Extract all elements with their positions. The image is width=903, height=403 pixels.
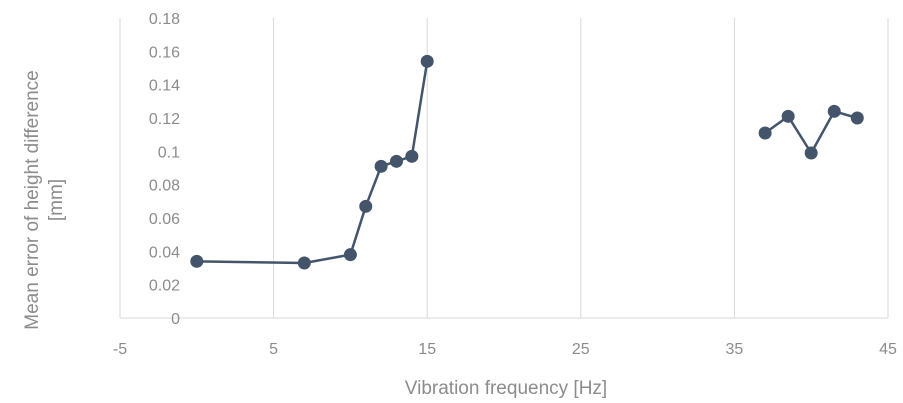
data-point — [343, 248, 357, 262]
y-tick-label: 0.14 — [149, 78, 180, 95]
x-tick-label: 15 — [418, 341, 436, 358]
y-tick-label: 0.12 — [149, 111, 180, 128]
data-point — [758, 126, 772, 140]
data-point — [297, 256, 311, 270]
x-tick-label: 35 — [726, 341, 744, 358]
y-tick-label: 0 — [171, 311, 180, 328]
y-axis-title: Mean error of height difference [mm] — [22, 70, 67, 329]
y-tick-label: 0.1 — [158, 144, 180, 161]
data-point — [374, 159, 388, 173]
data-point — [359, 199, 373, 213]
data-point — [190, 254, 204, 268]
x-tick-label: -5 — [113, 341, 127, 358]
data-point — [781, 109, 795, 123]
data-point — [389, 154, 403, 168]
x-tick-label: 25 — [572, 341, 590, 358]
x-axis-ticks: -5 5 15 25 35 45 — [113, 341, 897, 358]
x-tick-label: 5 — [269, 341, 278, 358]
data-point — [850, 111, 864, 125]
y-tick-label: 0.16 — [149, 44, 180, 61]
y-axis-ticks: 0 0.02 0.04 0.06 0.08 0.1 0.12 0.14 0.16 0.18 — [149, 11, 180, 328]
data-point — [405, 149, 419, 163]
y-tick-label: 0.02 — [149, 278, 180, 295]
y-tick-label: 0.04 — [149, 244, 180, 261]
x-axis-title: Vibration frequency [Hz] — [405, 378, 607, 399]
y-tick-label: 0.08 — [149, 178, 180, 195]
series-layer — [190, 54, 864, 270]
y-tick-label: 0.18 — [149, 11, 180, 28]
gridlines — [119, 18, 889, 318]
x-tick-label: 45 — [879, 341, 897, 358]
data-point — [804, 146, 818, 160]
data-point — [420, 54, 434, 68]
data-point — [827, 104, 841, 118]
y-tick-label: 0.06 — [149, 211, 180, 228]
